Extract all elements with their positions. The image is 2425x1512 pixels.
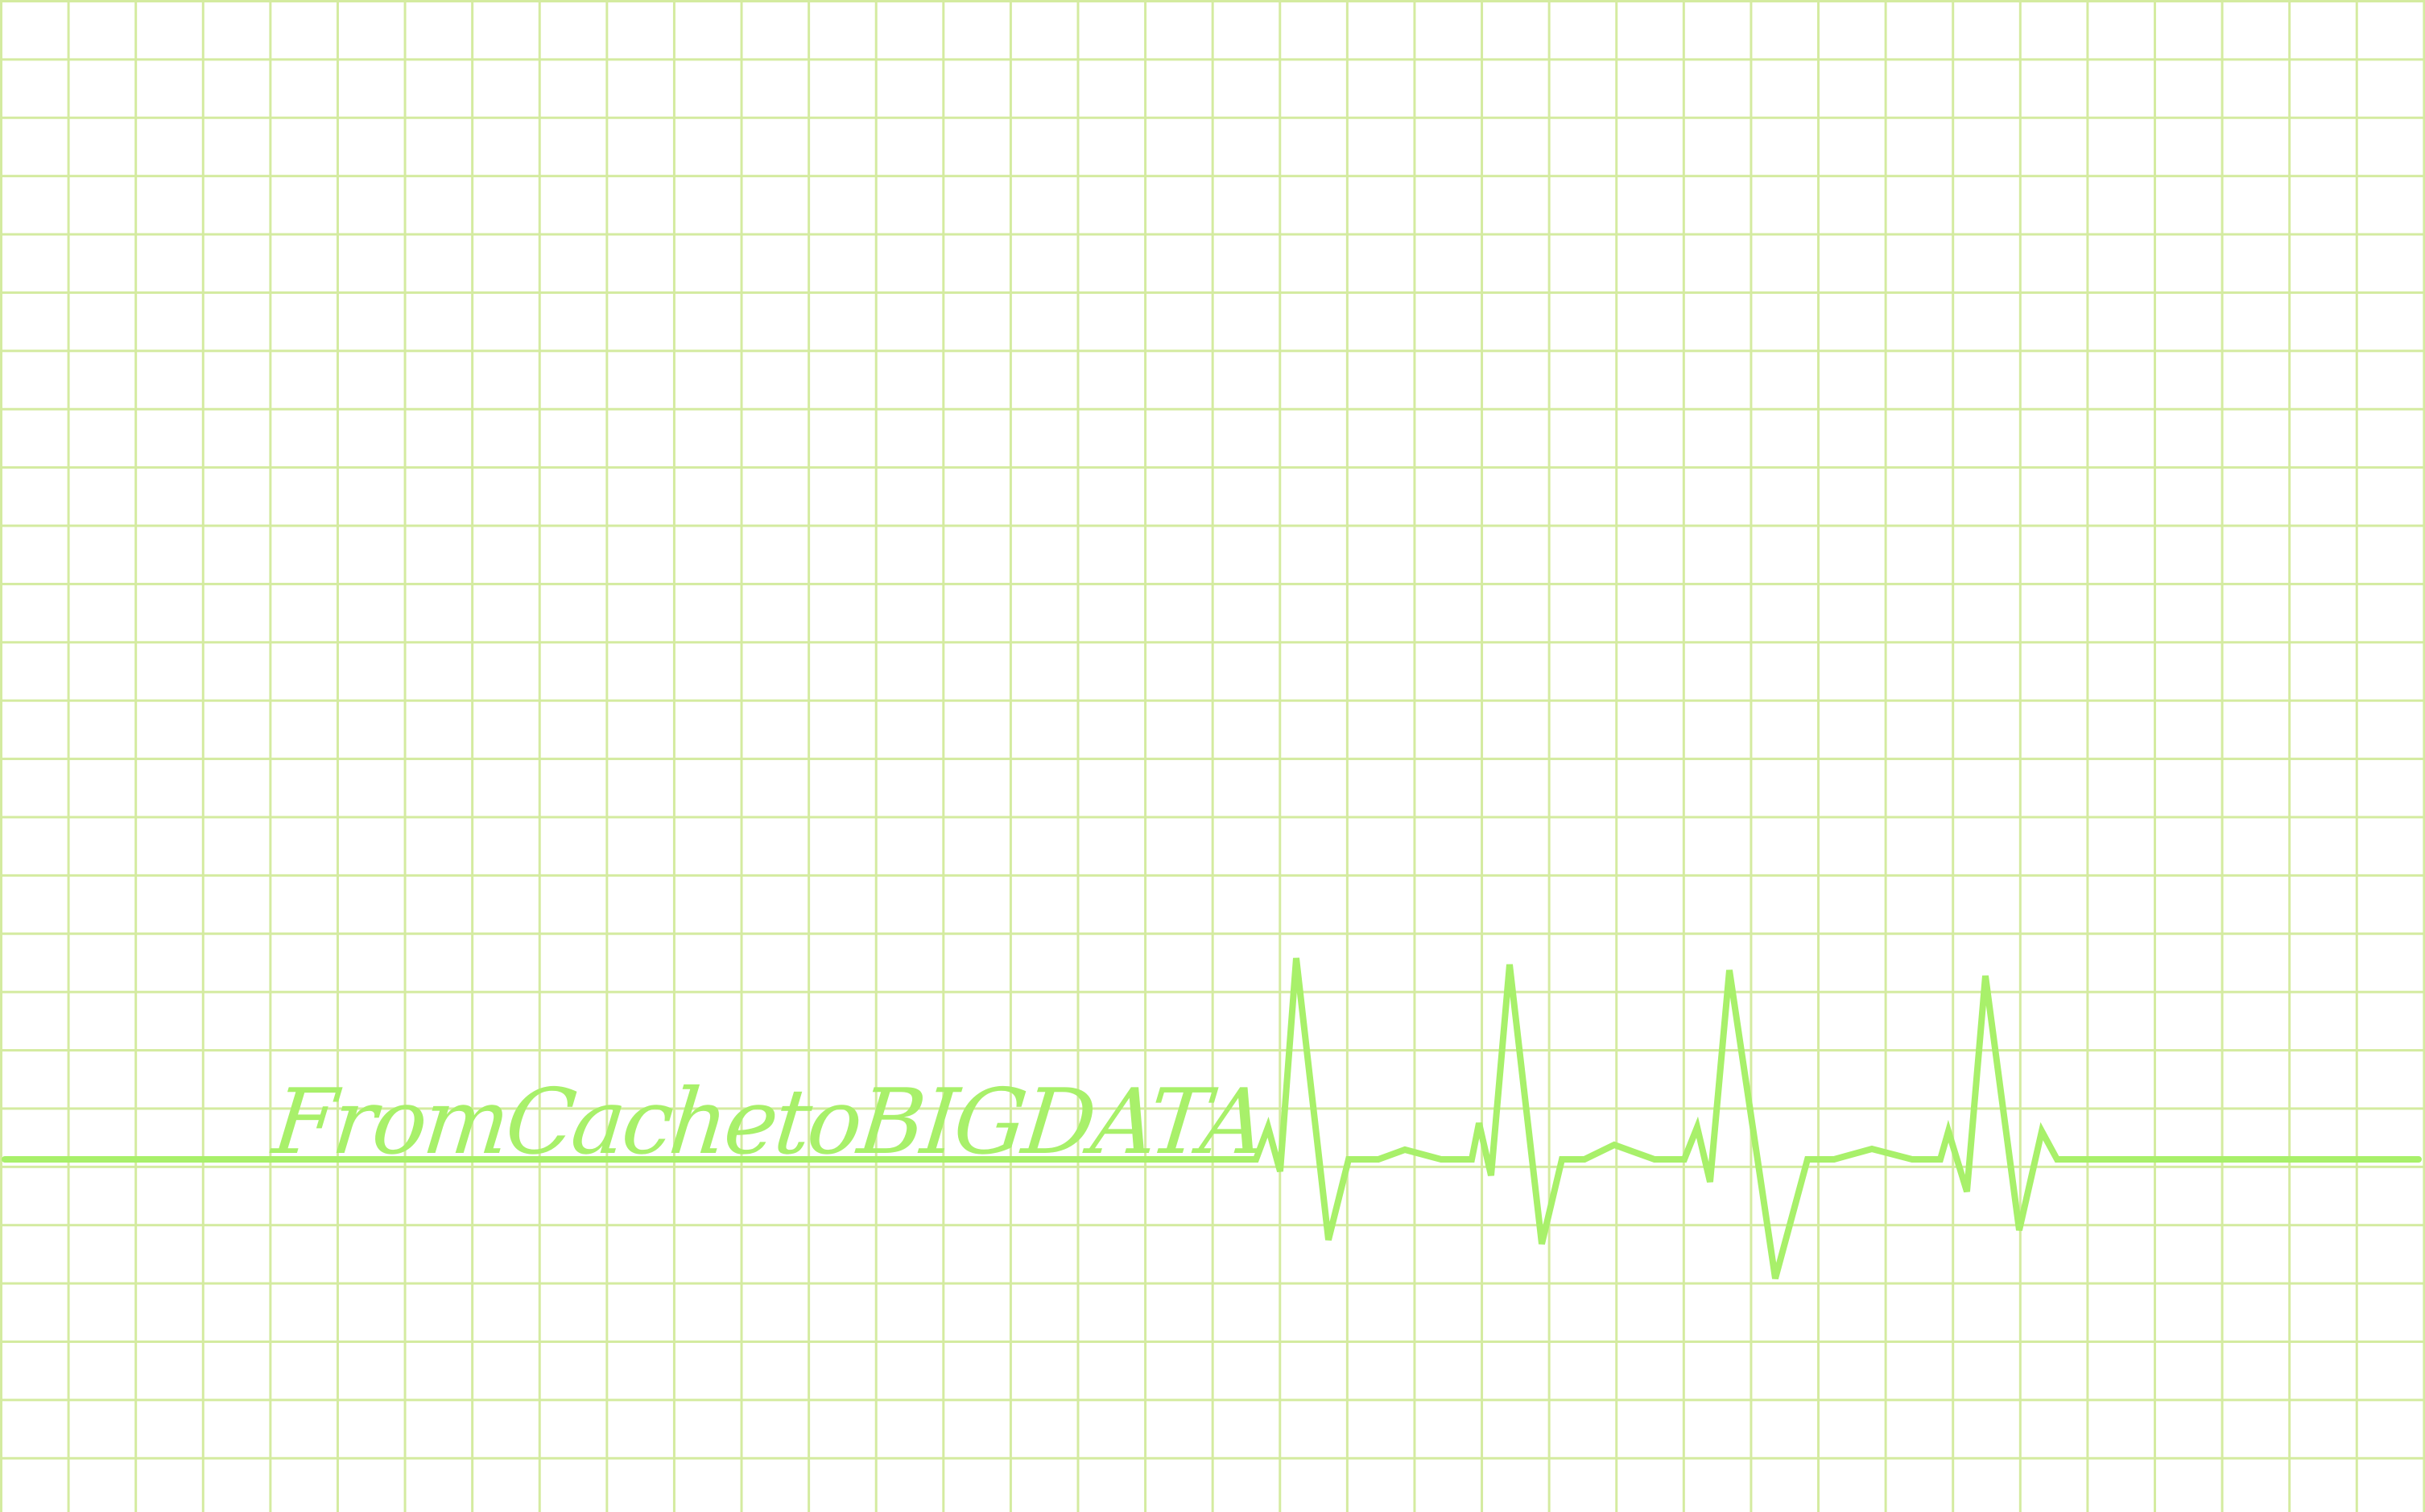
brand-logo-text: FromCachetoBIGDATA	[268, 1070, 1269, 1175]
heartbeat-trace-line	[2, 957, 2422, 1280]
